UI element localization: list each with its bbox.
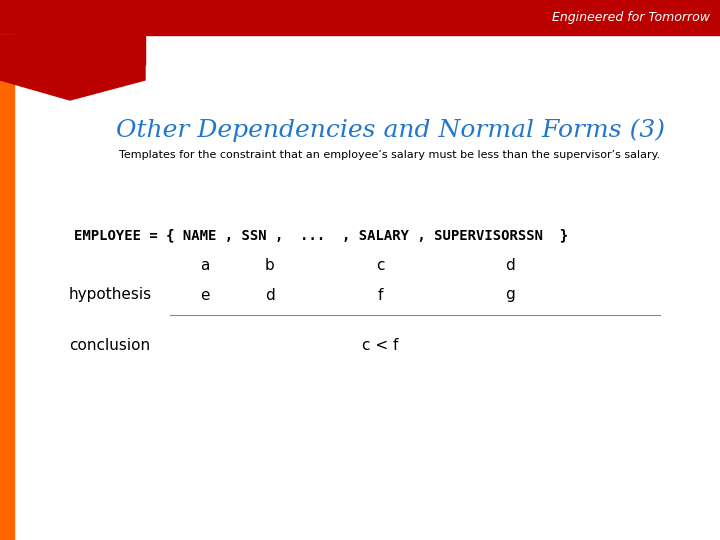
Bar — [0, 35, 14, 540]
Bar — [0, 0, 720, 35]
Text: Other Dependencies and Normal Forms (3): Other Dependencies and Normal Forms (3) — [115, 118, 665, 142]
Text: c < f: c < f — [362, 338, 398, 353]
Bar — [0, 35, 145, 65]
Text: a: a — [200, 258, 210, 273]
Text: g: g — [505, 287, 515, 302]
Text: EMPLOYEE = { NAME , SSN ,  ...  , SALARY , SUPERVISORSSN  }: EMPLOYEE = { NAME , SSN , ... , SALARY ,… — [74, 228, 568, 242]
Text: e: e — [200, 287, 210, 302]
Text: c: c — [376, 258, 384, 273]
Text: f: f — [377, 287, 383, 302]
Text: d: d — [265, 287, 275, 302]
Text: conclusion: conclusion — [69, 338, 150, 353]
Text: Engineered for Tomorrow: Engineered for Tomorrow — [552, 11, 710, 24]
Text: b: b — [265, 258, 275, 273]
Text: Templates for the constraint that an employee’s salary must be less than the sup: Templates for the constraint that an emp… — [120, 150, 661, 160]
Text: hypothesis: hypothesis — [69, 287, 152, 302]
Text: d: d — [505, 258, 515, 273]
Polygon shape — [0, 65, 145, 100]
